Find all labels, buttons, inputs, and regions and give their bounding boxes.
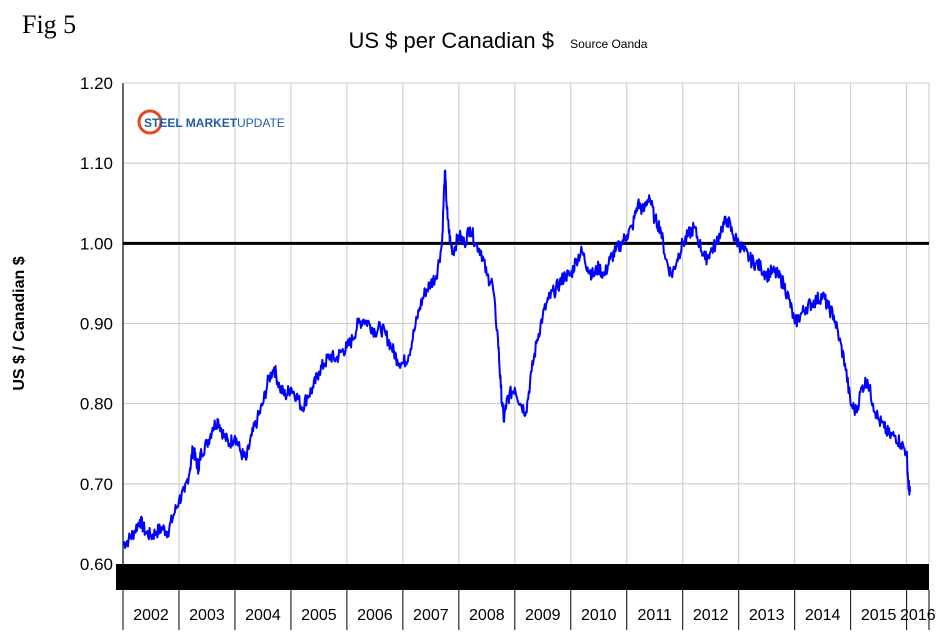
x-category-label: 2009 [525, 607, 561, 624]
x-category-label: 2007 [413, 607, 449, 624]
y-tick-label: 0.80 [80, 395, 113, 414]
x-category-label: 2008 [469, 607, 505, 624]
logo-text-steel-market: STEEL MARKET [144, 116, 238, 130]
chart-title: US $ per Canadian $ [348, 28, 554, 53]
x-category-label: 2004 [245, 607, 281, 624]
chart-title-block: US $ per Canadian $ Source Oanda [0, 28, 936, 54]
x-category-label: 2010 [581, 607, 617, 624]
y-axis-title: US $ / Canadian $ [11, 256, 28, 390]
x-category-label: 2013 [749, 607, 785, 624]
y-tick-label: 1.00 [80, 234, 113, 253]
logo-swoosh-icon [137, 109, 163, 135]
series-line [122, 169, 911, 549]
grid-layer [123, 82, 929, 564]
y-tick-label: 0.70 [80, 475, 113, 494]
y-tick-label: 1.10 [80, 154, 113, 173]
axis-layer: 0.60 0.70 0.80 0.90 1.00 1.10 1.20 [80, 74, 930, 574]
x-category-label: 2014 [805, 607, 841, 624]
y-axis-title-layer: US $ / Canadian $ [11, 256, 28, 390]
figure-label: Fig 5 [22, 10, 77, 39]
steel-market-update-logo: STEEL MARKET UPDATE [137, 109, 285, 135]
x-axis-black-band [116, 564, 929, 590]
source-note: Source Oanda [570, 37, 648, 51]
x-category-label: 2016 [900, 607, 936, 624]
x-category-label: 2011 [638, 607, 673, 624]
y-tick-label: 1.20 [80, 74, 113, 93]
x-category-label: 2002 [133, 607, 169, 624]
x-category-label: 2015 [861, 607, 897, 624]
x-category-label: 2003 [189, 607, 225, 624]
series-layer [122, 169, 911, 549]
x-axis-band: 2002 2003 2004 2005 2006 2007 2008 2009 2010 2011… [116, 564, 936, 644]
x-category-label: 2006 [357, 607, 393, 624]
logo-text-update: UPDATE [237, 116, 285, 130]
y-tick-label: 0.90 [80, 315, 113, 334]
x-category-label: 2005 [301, 607, 337, 624]
x-category-label: 2012 [693, 607, 729, 624]
y-tick-label: 0.60 [80, 555, 113, 574]
